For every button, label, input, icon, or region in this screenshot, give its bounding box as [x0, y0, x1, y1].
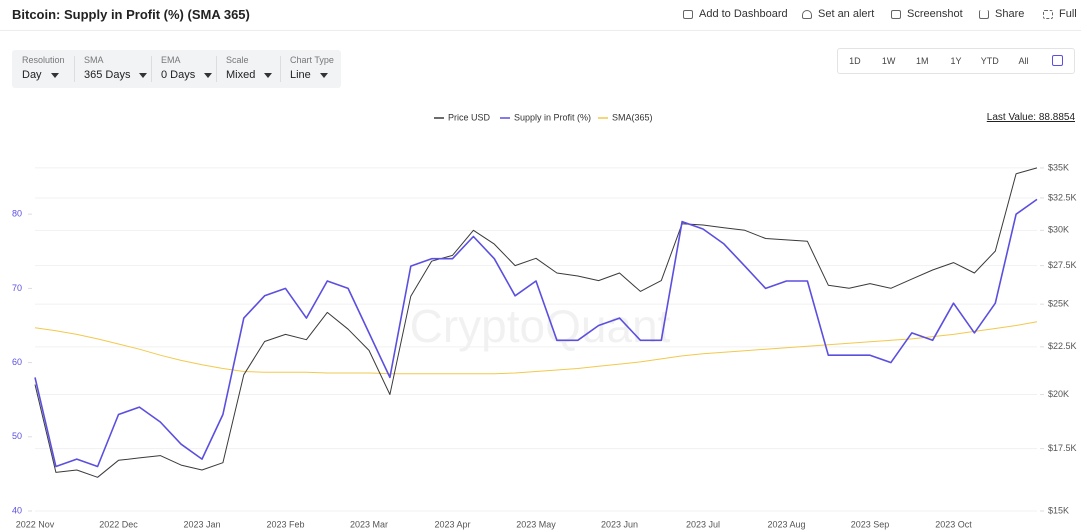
control-text: 365 Days [84, 69, 131, 81]
dropdown-caret [139, 72, 148, 78]
x-tick-label: 2023 Sep [851, 519, 890, 529]
range-button[interactable]: All [1018, 56, 1029, 66]
control-label: Chart Type [290, 55, 334, 65]
control-label: Scale [226, 55, 249, 65]
x-tick-label: 2023 Apr [434, 519, 470, 529]
control-text: Line [290, 69, 311, 81]
action-button[interactable]: Screenshot [891, 8, 963, 20]
legend-label: Price USD [448, 112, 491, 122]
action-label: Share [995, 8, 1025, 20]
control-label: SMA [84, 55, 104, 65]
y-tick-label: 50 [12, 431, 22, 441]
x-tick-label: 2023 Aug [767, 519, 805, 529]
x-tick-label: 2023 May [516, 519, 556, 529]
dropdown-caret [204, 72, 213, 78]
y2-tick-label: $22.5K [1048, 341, 1077, 351]
calendar-button[interactable] [1040, 54, 1074, 68]
y2-tick-label: $27.5K [1048, 260, 1077, 270]
control-text: Mixed [226, 69, 256, 81]
y2-tick-label: $35K [1048, 162, 1069, 172]
range-button[interactable]: 1M [916, 56, 929, 66]
action-label: Set an alert [818, 8, 875, 20]
series-line [34, 321, 1038, 375]
y2-tick-label: $25K [1048, 299, 1069, 309]
action-button[interactable]: Set an alert [802, 8, 874, 20]
control-value: 0 Days [161, 69, 213, 81]
control[interactable]: EMA 0 Days [161, 55, 213, 81]
series-line [34, 167, 1038, 478]
action-label: Add to Dashboard [699, 8, 788, 20]
x-tick-label: 2023 Jan [183, 519, 220, 529]
control-value: Mixed [226, 69, 273, 81]
range-button[interactable]: 1Y [950, 56, 962, 66]
control-label: Resolution [22, 55, 65, 65]
range-button[interactable]: 1W [881, 56, 896, 66]
legend-label: Supply in Profit (%) [514, 112, 591, 122]
y-tick-label: 40 [12, 505, 22, 515]
action-label: Screenshot [907, 8, 963, 20]
control[interactable]: SMA 365 Days [84, 55, 148, 81]
control-text: 0 Days [161, 69, 196, 81]
y2-tick-label: $32.5K [1048, 192, 1077, 202]
control[interactable]: Scale Mixed [226, 55, 273, 81]
y2-tick-label: $30K [1048, 225, 1069, 235]
action-button[interactable]: Full [1043, 8, 1077, 20]
x-tick-label: 2023 Oct [935, 519, 972, 529]
separator [216, 56, 217, 82]
dropdown-caret [319, 72, 328, 78]
control-value: Day [22, 69, 65, 81]
x-tick-label: 2023 Mar [350, 519, 388, 529]
separator [280, 56, 281, 82]
controls: Resolution Day SMA 365 Days EMA 0 Days Scale Mi… [12, 50, 341, 88]
control-value: 365 Days [84, 69, 148, 81]
series-line [34, 198, 1038, 468]
action-button[interactable]: Share [979, 8, 1024, 20]
y2-tick-label: $20K [1048, 389, 1069, 399]
control[interactable]: Chart Type Line [290, 55, 334, 81]
dropdown-caret [264, 72, 273, 78]
page-title: Bitcoin: Supply in Profit (%) (SMA 365) [12, 7, 250, 22]
x-tick-label: 2023 Jul [686, 519, 720, 529]
calendar-icon [1051, 54, 1063, 66]
y2-tick-label: $15K [1048, 505, 1069, 515]
range-button[interactable]: YTD [980, 56, 999, 66]
y-tick-label: 60 [12, 357, 22, 367]
last-value: Last Value: 88.8854 [986, 112, 1075, 123]
control[interactable]: Resolution Day [22, 55, 65, 81]
y-tick-label: 80 [12, 209, 22, 219]
x-tick-label: 2022 Nov [16, 519, 55, 529]
control-value: Line [290, 69, 334, 81]
range-button[interactable]: 1D [849, 56, 861, 66]
top-bar: Bitcoin: Supply in Profit (%) (SMA 365) … [0, 0, 1081, 31]
watermark: CryptoQuant [410, 300, 671, 352]
range-selector: 1D 1W 1M 1Y YTD All [837, 48, 1075, 74]
x-tick-label: 2023 Jun [601, 519, 638, 529]
x-tick-label: 2022 Dec [99, 519, 138, 529]
action-label: Full [1059, 8, 1077, 20]
separator [74, 56, 75, 82]
x-tick-label: 2023 Feb [266, 519, 304, 529]
dropdown-caret [50, 72, 59, 78]
control-text: Day [22, 69, 42, 81]
control-label: EMA [161, 55, 181, 65]
y2-tick-label: $17.5K [1048, 443, 1077, 453]
separator [151, 56, 152, 82]
action-button[interactable]: Add to Dashboard [683, 8, 788, 20]
legend-label: SMA(365) [612, 112, 653, 122]
y-tick-label: 70 [12, 283, 22, 293]
